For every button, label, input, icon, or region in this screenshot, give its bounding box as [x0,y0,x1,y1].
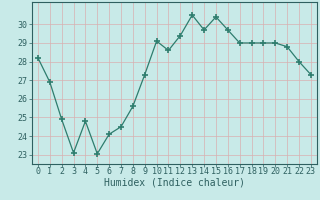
X-axis label: Humidex (Indice chaleur): Humidex (Indice chaleur) [104,177,245,187]
